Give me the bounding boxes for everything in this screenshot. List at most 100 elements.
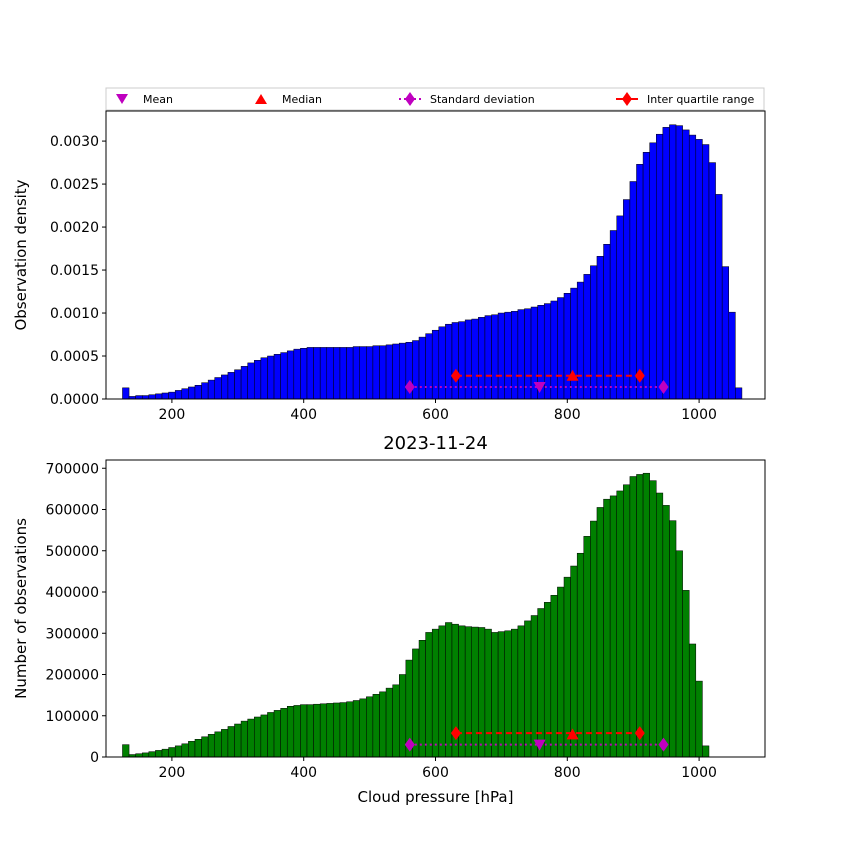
legend-std-marker [405,92,415,106]
count-bar [682,590,690,758]
count-bar [695,680,703,758]
density-y-tick-label: 0.0020 [50,220,99,236]
count-bar [524,620,532,758]
count-bar [306,704,314,758]
density-bar [214,377,222,400]
count-bar [537,608,545,758]
count-y-tick-label: 100000 [46,709,99,725]
density-bar [649,142,657,400]
density-bar [392,343,400,400]
count-iqr-marker [634,726,645,741]
count-bar [563,576,571,758]
density-plot-frame [105,110,766,400]
density-bar [267,355,275,400]
count-bar [194,739,202,758]
density-bar [155,393,163,400]
density-y-tick-label: 0.0015 [50,263,99,279]
count-plot-frame [105,459,766,758]
density-bar [675,125,683,400]
density-bar [346,347,354,400]
density-bar [326,347,334,400]
count-iqr-marker [450,726,461,741]
count-bar [471,626,479,758]
count-bar [221,729,229,758]
density-bar [141,395,150,400]
legend: Mean Median Standard deviation Inter qua… [105,87,765,111]
count-bar [603,498,611,758]
density-mean-marker [533,381,546,393]
count-bar [464,626,472,758]
density-bar [418,336,426,400]
legend-iqr-label: Inter quartile range [647,93,754,106]
density-bar [366,346,374,400]
count-bar [649,480,657,758]
count-bar [385,687,393,758]
density-stats [404,368,669,394]
count-bar [313,703,321,758]
count-panel: 2023-11-24 0 100000 200000 300000 400000 5000… [12,433,766,806]
density-bar [524,308,532,400]
count-bar [478,627,486,758]
density-bar [286,350,295,400]
density-bar [431,329,440,400]
count-std-marker [404,737,415,752]
count-y-axis-label: Number of observations [12,518,30,699]
density-bar [201,382,209,400]
count-bar [352,700,360,758]
count-bar [609,495,617,758]
count-y-tick-label: 300000 [46,626,99,642]
count-bar [662,505,670,758]
count-bar [254,716,262,758]
density-bar [161,392,169,400]
density-bar [181,388,189,400]
count-bar [642,472,650,758]
count-bar [517,625,525,758]
count-bar [511,628,519,758]
count-bar [702,745,710,758]
density-bar [313,347,321,400]
count-bar [557,586,565,758]
count-bar [141,752,150,758]
density-bar [247,362,255,400]
density-bar [122,387,130,400]
count-bar [445,622,453,758]
density-iqr-marker [450,368,461,383]
count-x-tick-label: 400 [290,765,317,781]
density-bar [642,152,650,400]
count-bar [181,743,189,758]
legend-entry-std: Standard deviation [399,92,535,106]
count-bar [669,520,677,758]
count-x-tick-label: 800 [554,765,581,781]
count-bar [234,723,242,758]
count-bar [583,536,591,758]
density-y-tick-label: 0.0025 [50,177,99,193]
count-bar [155,750,163,758]
density-bar [399,342,407,400]
count-bar [339,702,347,758]
legend-mean-label: Mean [143,93,173,106]
density-bar [543,303,552,400]
density-bar [623,199,631,400]
density-bar [260,357,268,400]
density-bars [122,124,743,400]
count-y-tick-label: 200000 [46,668,99,684]
count-bar [148,751,156,758]
density-bar [194,384,202,400]
density-bar [695,139,703,400]
density-x-ticks: 200 400 600 800 1000 [159,399,717,423]
count-bar [326,703,334,758]
count-bar [458,625,466,758]
density-x-tick-label: 800 [554,407,581,423]
count-bar [174,745,183,758]
count-bar [688,643,697,758]
count-bar [240,720,248,758]
density-bar [135,395,143,400]
density-x-tick-label: 400 [290,407,317,423]
density-bar [148,394,156,400]
density-bar [425,333,433,400]
count-bar [201,736,209,758]
legend-median-label: Median [282,93,322,106]
density-bar [234,369,242,400]
density-bar [550,300,558,400]
density-bar [300,348,308,400]
